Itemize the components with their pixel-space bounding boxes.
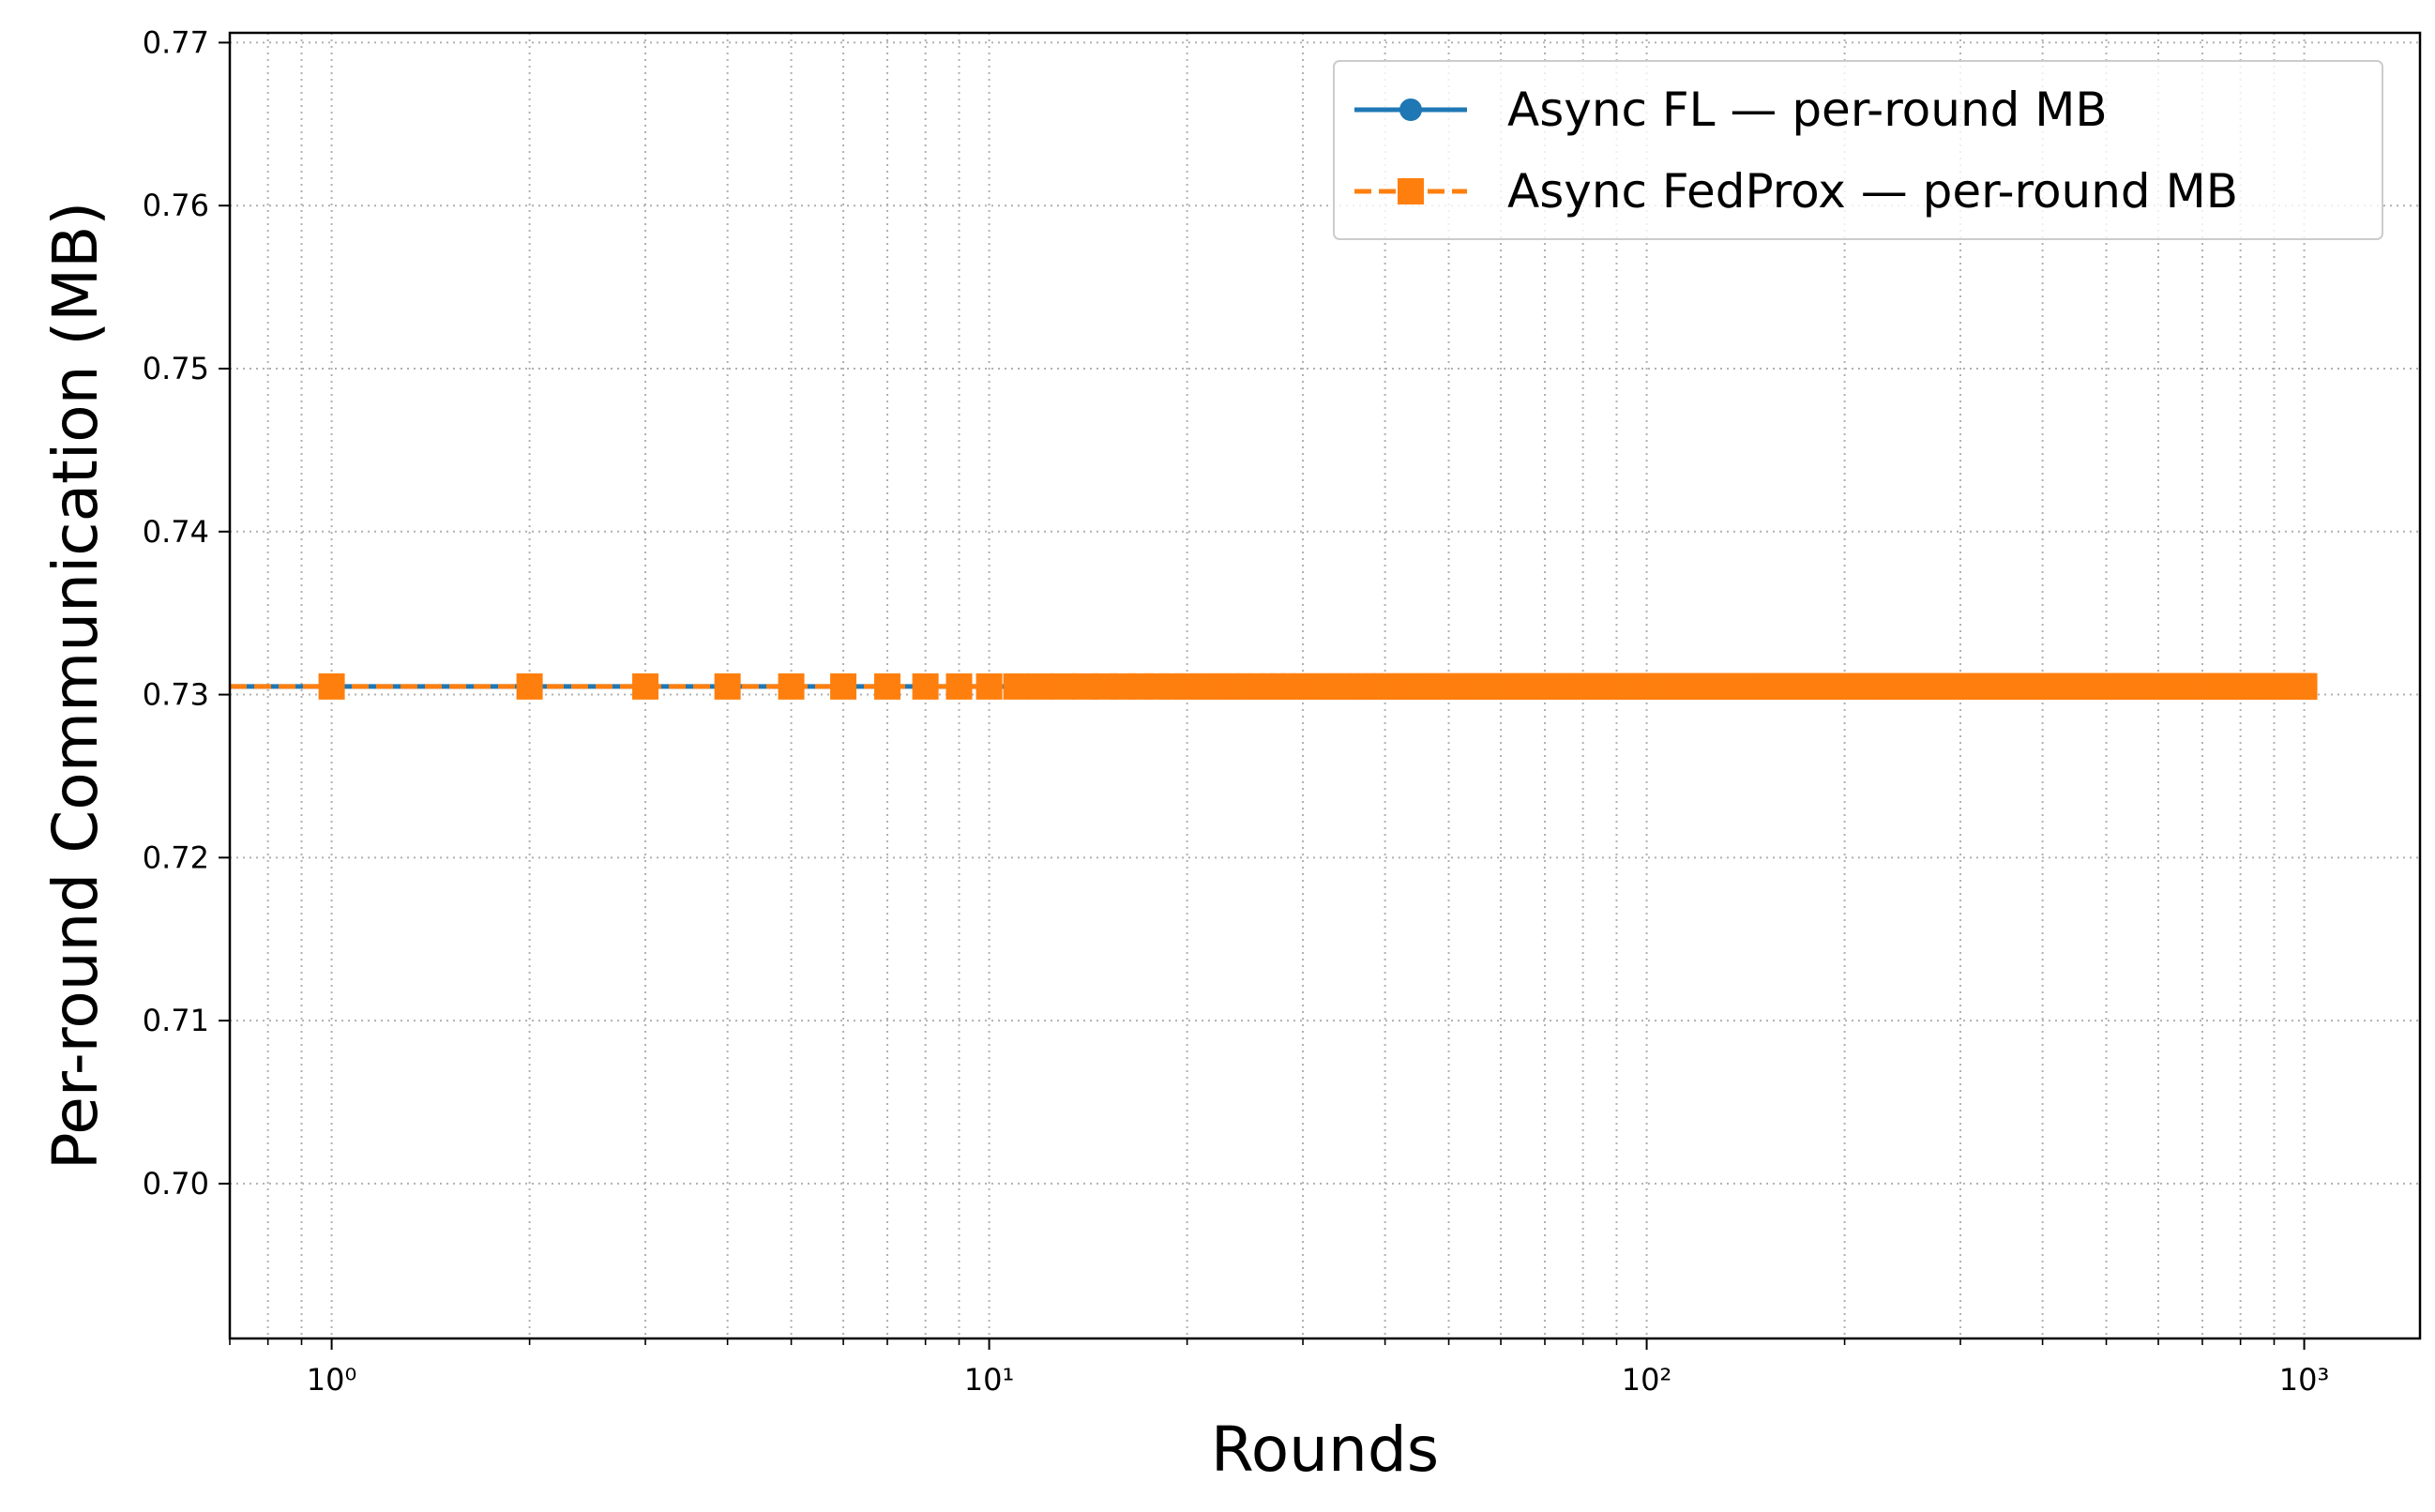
y-tick-label: 0.72: [143, 839, 209, 875]
plot-area: [230, 673, 2318, 700]
y-tick-label: 0.74: [143, 514, 209, 550]
series-1-point: [714, 673, 741, 700]
y-tick-label: 0.76: [143, 188, 209, 223]
series-1-point: [1003, 673, 1030, 700]
series-1-point: [830, 673, 857, 700]
series-1-point: [976, 673, 1003, 700]
series-1-point: [945, 673, 973, 700]
series-layer: [230, 673, 2318, 700]
series-1-point: [516, 673, 543, 700]
x-tick-label: 10¹: [964, 1362, 1015, 1398]
y-tick-label: 0.73: [143, 677, 209, 713]
x-axis-label: Rounds: [1211, 1414, 1439, 1486]
y-tick-label: 0.77: [143, 24, 209, 60]
series-1-point: [912, 673, 939, 700]
series-1-point: [632, 673, 659, 700]
ticks: 10⁰ 10¹ 10² 10³ 0.70 0.71 0.72 0.73 0.74 0.75 0.76…: [143, 24, 2330, 1398]
series-1-point: [1028, 673, 1055, 700]
x-tick-label: 10²: [1622, 1362, 1672, 1398]
axes-frame: [228, 31, 2422, 1340]
y-axis-label: Per-round Communication (MB): [39, 202, 112, 1170]
series-1-point: [873, 673, 900, 700]
y-tick-label: 0.71: [143, 1003, 209, 1038]
y-tick-label: 0.70: [143, 1166, 209, 1202]
x-tick-label: 10⁰: [307, 1362, 357, 1398]
x-tick-label: 10³: [2279, 1362, 2330, 1398]
y-tick-label: 0.75: [143, 351, 209, 386]
series-1-point: [778, 673, 805, 700]
legend: Async FL — per-round MB Async FedProx — p…: [1333, 60, 2383, 240]
series-1-point: [318, 673, 345, 700]
legend-marker-0: [1399, 98, 1422, 121]
grid: [229, 33, 2420, 1338]
legend-marker-1: [1398, 178, 1424, 204]
legend-label-1: Async FedProx — per-round MB: [1507, 164, 2238, 219]
legend-label-0: Async FL — per-round MB: [1507, 83, 2108, 137]
legend-box: [1333, 60, 2383, 240]
series-1-point: [2291, 673, 2318, 700]
